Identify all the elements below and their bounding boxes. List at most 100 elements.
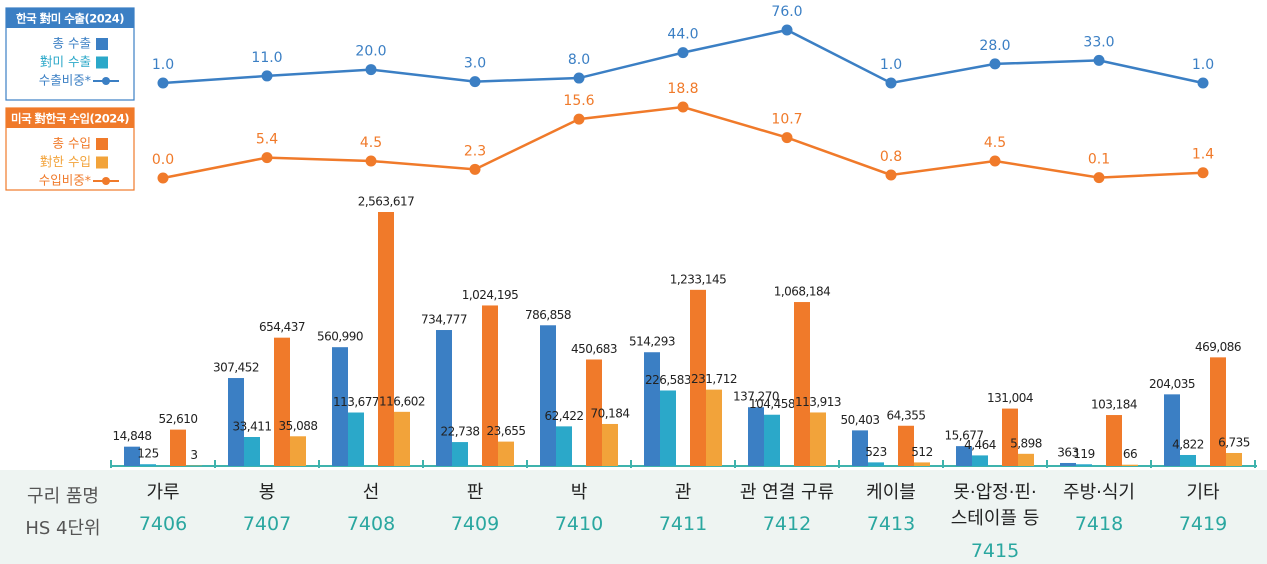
- hs-code: 7408: [346, 513, 396, 535]
- bar-value-label: 64,355: [887, 408, 926, 422]
- legend-label: 수출비중*: [39, 73, 91, 88]
- bar: [332, 347, 348, 466]
- hs-code: 7415: [970, 540, 1020, 562]
- bar: [1164, 394, 1180, 466]
- row-label: HS 4단위: [25, 518, 101, 539]
- bar: [794, 302, 810, 466]
- share-line: [162, 105, 1204, 180]
- bar-value-label: 66: [1123, 447, 1137, 461]
- share-value-label: 0.1: [1088, 152, 1110, 168]
- share-value-label: 28.0: [979, 38, 1010, 54]
- bar-value-label: 119: [1073, 447, 1094, 461]
- bar: [394, 411, 410, 466]
- bar-value-label: 231,712: [691, 372, 737, 386]
- bar: [748, 407, 764, 466]
- bar-value-label: 2,563,617: [358, 195, 415, 209]
- bar-value-label: 1,233,145: [670, 272, 727, 286]
- share-value-label: 1.0: [1192, 57, 1214, 73]
- share-point: [469, 163, 481, 175]
- legend-swatch: [96, 38, 108, 50]
- bar: [764, 414, 780, 466]
- bar-value-label: 113,677: [333, 395, 379, 409]
- bar: [1210, 357, 1226, 466]
- bar-value-label: 786,858: [525, 308, 571, 322]
- category-label: 케이블: [866, 482, 916, 503]
- share-value-label: 0.8: [880, 149, 902, 165]
- bar: [170, 429, 186, 466]
- hs-code: 7413: [866, 513, 916, 535]
- share-point: [157, 172, 169, 184]
- bar-value-label: 1,068,184: [774, 285, 831, 299]
- share-point: [989, 58, 1001, 70]
- bar: [1106, 415, 1122, 466]
- bar-value-label: 113,913: [795, 395, 841, 409]
- share-point: [1197, 77, 1209, 89]
- bar-value-label: 5,898: [1010, 436, 1042, 450]
- share-point: [365, 64, 377, 76]
- bar-value-label: 131,004: [987, 391, 1033, 405]
- legend-label: 對한 수입: [40, 154, 91, 169]
- bar-value-label: 50,403: [841, 413, 880, 427]
- bar: [690, 289, 706, 466]
- bar-value-label: 226,583: [645, 373, 691, 387]
- legend-title: 미국 對한국 수입(2024): [11, 112, 129, 126]
- legend-header: [6, 108, 134, 128]
- category-label: 박: [570, 482, 588, 503]
- category-label: 관 연결 구류: [739, 482, 835, 503]
- bar: [378, 212, 394, 466]
- bar: [1060, 462, 1076, 466]
- bar-value-label: 23,655: [487, 424, 526, 438]
- bar: [868, 462, 884, 466]
- share-point: [677, 101, 689, 113]
- share-point: [157, 77, 169, 89]
- legend-swatch: [96, 138, 108, 150]
- share-value-label: 44.0: [667, 27, 698, 43]
- bar: [1076, 464, 1092, 466]
- hs-code: 7419: [1178, 513, 1228, 535]
- bar-value-label: 62,422: [545, 409, 584, 423]
- bar: [1180, 454, 1196, 466]
- bar-value-label: 70,184: [591, 406, 630, 420]
- category-label: 주방·식기: [1063, 482, 1135, 503]
- bar-value-label: 560,990: [317, 330, 363, 344]
- bar-value-label: 14,848: [113, 429, 152, 443]
- bar: [482, 305, 498, 466]
- bar: [852, 430, 868, 466]
- hs-code: 7409: [450, 513, 500, 535]
- share-point: [885, 169, 897, 181]
- hs-code: 7412: [762, 513, 812, 535]
- legend-title: 한국 對미 수출(2024): [16, 12, 124, 26]
- bar: [140, 464, 156, 466]
- bar-value-label: 52,610: [159, 412, 198, 426]
- bar: [660, 390, 676, 466]
- bar: [244, 437, 260, 466]
- share-point: [469, 76, 481, 88]
- bar: [1122, 464, 1138, 466]
- share-value-label: 18.8: [667, 81, 698, 97]
- bar: [972, 455, 988, 466]
- bar: [914, 462, 930, 466]
- bar-value-label: 137,270: [733, 390, 779, 404]
- category-label: 못·압정·핀· 스테이플 등: [950, 482, 1040, 529]
- bar-value-label: 125: [137, 447, 158, 461]
- bar-value-label: 104,458: [749, 397, 795, 411]
- share-point: [989, 155, 1001, 167]
- share-point: [677, 47, 689, 59]
- share-value-label: 2.3: [464, 143, 486, 159]
- legend-swatch: [96, 56, 108, 69]
- share-value-label: 1.4: [1192, 147, 1214, 163]
- bar-value-label: 3: [190, 448, 197, 462]
- bar-value-label: 512: [911, 445, 932, 459]
- share-value-label: 4.5: [360, 135, 382, 151]
- category-label: 가루: [146, 482, 180, 503]
- bar: [706, 389, 722, 466]
- legend-label: 수입비중*: [39, 173, 91, 188]
- bar-value-label: 4,822: [1172, 437, 1204, 451]
- bar-value-label: 734,777: [421, 313, 467, 327]
- legend-header: [6, 8, 134, 28]
- legend-label: 총 수출: [53, 36, 91, 51]
- share-value-label: 3.0: [464, 56, 486, 72]
- bar-value-label: 204,035: [1149, 377, 1195, 391]
- bar-value-label: 514,293: [629, 335, 675, 349]
